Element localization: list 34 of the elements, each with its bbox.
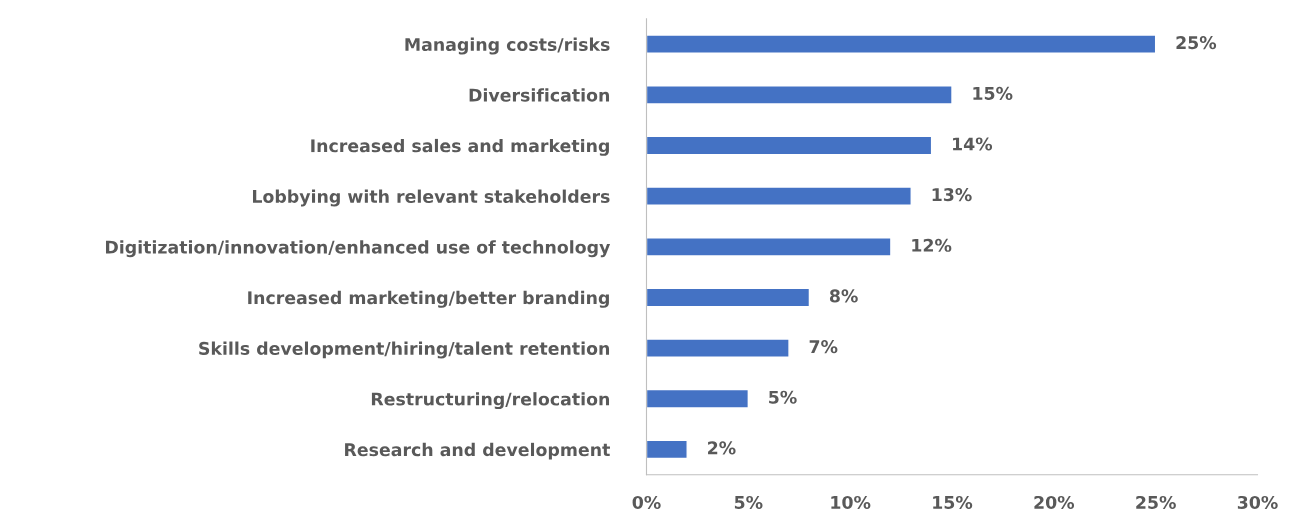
data-label: 25% xyxy=(1176,36,1217,50)
y-tick-label: Increased marketing/better branding xyxy=(248,290,609,308)
bar xyxy=(646,338,790,358)
y-tick-label: Lobbying with relevant stakeholders xyxy=(252,189,610,207)
data-label: 5% xyxy=(769,390,797,404)
bar xyxy=(646,439,688,460)
bar xyxy=(646,85,953,105)
x-tick-label: 0% xyxy=(632,495,661,510)
y-tick-label: Digitization/innovation/enhanced use of technology xyxy=(106,240,611,258)
y-tick-label: Skills development/hiring/talent retention xyxy=(199,341,610,359)
y-tick-label: Diversification xyxy=(469,88,610,102)
bar xyxy=(646,135,933,156)
bar xyxy=(646,236,892,257)
y-tick-label: Managing costs/risks xyxy=(405,37,610,55)
data-label: 2% xyxy=(708,441,736,455)
x-tick-label: 25% xyxy=(1136,495,1176,510)
data-label: 15% xyxy=(973,86,1013,100)
bar xyxy=(646,186,912,206)
data-label: 12% xyxy=(912,238,952,252)
data-label: 13% xyxy=(932,188,972,202)
y-tick-label: Increased sales and marketing xyxy=(311,138,609,156)
data-label: 8% xyxy=(829,289,858,303)
bar xyxy=(646,287,811,308)
x-tick-label: 10% xyxy=(831,495,871,510)
data-label: 14% xyxy=(953,137,993,151)
x-tick-label: 5% xyxy=(734,495,763,510)
x-tick-label: 15% xyxy=(933,495,973,510)
bar xyxy=(646,34,1157,55)
y-tick-label: Research and development xyxy=(345,442,610,460)
bar xyxy=(646,388,750,409)
x-tick-label: 20% xyxy=(1034,495,1075,510)
data-label: 7% xyxy=(809,340,838,354)
x-tick-label: 30% xyxy=(1237,495,1278,510)
y-tick-label: Restructuring/relocation xyxy=(371,392,610,410)
